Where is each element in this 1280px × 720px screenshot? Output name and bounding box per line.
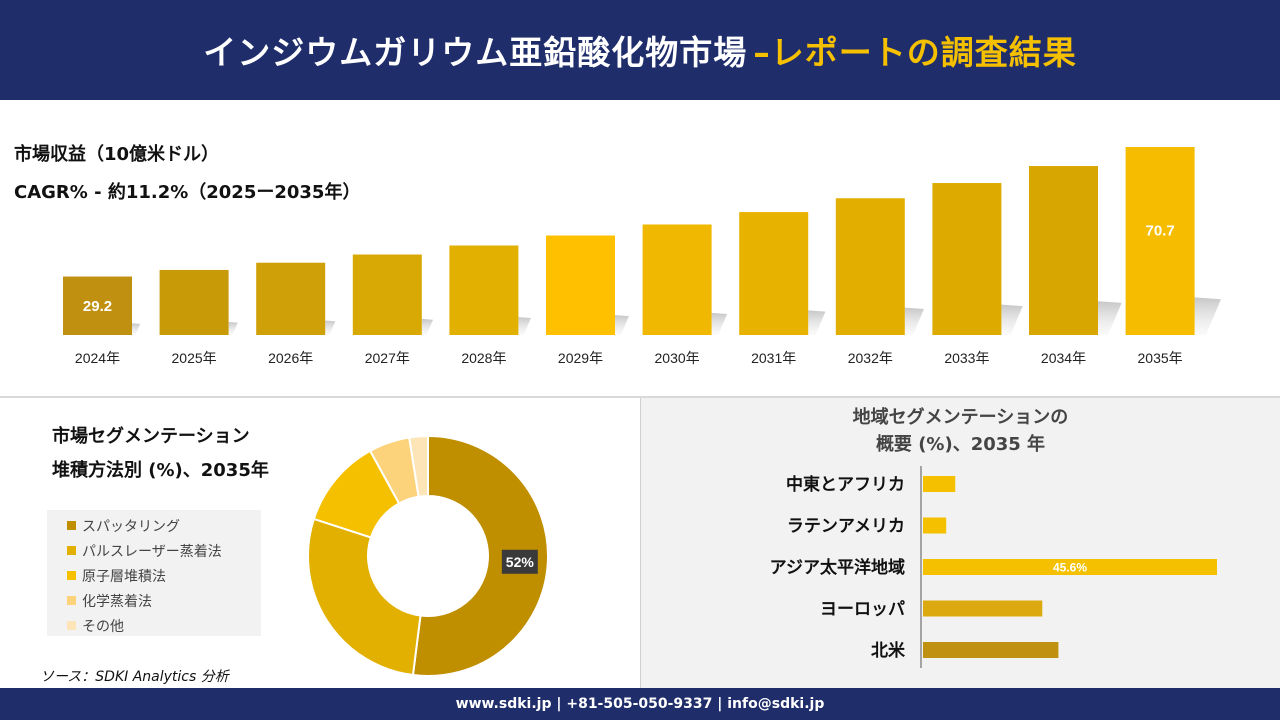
segment-panel: 市場セグメンテーション 堆積方法別 (%)、2035年 スパッタリングパルスレー… [0,398,640,688]
revenue-bar-chart: 2024年 29.2 2025年 2026年 2027年 2028年 2029年 2030年 2… [63,147,1221,366]
year-tick-label: 2032年 [848,350,893,366]
donut-slice [307,517,422,677]
bar-shadow [1001,304,1023,335]
region-label: ラテンアメリカ [787,517,905,537]
year-tick-label: 2028年 [461,350,506,366]
revenue-bar [352,254,422,335]
segment-title-line2: 堆積方法別 (%)、2035年 [52,460,269,481]
region-bar [923,600,1043,617]
bar-shadow [518,317,531,335]
legend-swatch [67,546,76,555]
year-tick-label: 2034年 [1041,350,1086,366]
bar-shadow [904,307,924,335]
revenue-bar [159,269,229,335]
revenue-bar [642,224,712,335]
year-tick-label: 2026年 [268,350,313,366]
revenue-bar [1029,166,1098,335]
segment-donut-chart: 52% [307,434,549,677]
legend-label: パルスレーザー蒸着法 [82,543,222,560]
region-title: 地域セグメンテーションの 概要 (%)、2035 年 [641,404,1280,458]
legend-swatch [67,571,76,580]
revenue-bar [739,212,809,335]
region-bar [923,476,956,492]
bar-shadow [228,321,238,335]
footer-contact: www.sdki.jp | +81-505-050-9337 | info@sd… [0,688,1280,720]
revenue-bar [546,235,615,335]
region-label: 北米 [871,640,906,661]
vertical-divider [640,398,641,688]
year-tick-label: 2024年 [75,350,120,366]
revenue-bar [63,276,132,335]
revenue-bar [835,198,905,335]
segment-legend: スパッタリングパルスレーザー蒸着法 原子層堆積法 化学蒸着法その他 [47,510,261,636]
region-bar [923,642,1059,658]
legend-item: パルスレーザー蒸着法 [67,538,261,563]
legend-label: 原子層堆積法 [82,568,166,585]
legend-label: その他 [82,618,124,635]
legend-swatch [67,596,76,605]
bar-shadow [808,310,826,335]
bar-shadow [1194,297,1221,335]
legend-item: スパッタリング [67,513,261,538]
region-label: 中東とアフリカ [786,474,905,495]
year-tick-label: 2025年 [172,350,217,366]
page-title-accent: –レポートの調査結果 [753,33,1077,72]
source-note: ソース：SDKI Analytics 分析 [40,669,229,685]
legend-label: 化学蒸着法 [82,593,152,610]
bar-shadow [711,312,728,335]
year-tick-label: 2031年 [751,350,796,366]
horizontal-divider [0,396,1280,398]
year-tick-label: 2035年 [1138,350,1183,366]
year-tick-label: 2033年 [944,350,989,366]
bar-shadow [421,318,434,335]
segment-title-line1: 市場セグメンテーション [52,426,250,447]
legend-swatch [67,521,76,530]
legend-item: 原子層堆積法 [67,563,261,588]
bar-data-label: 70.7 [1145,222,1174,239]
region-label: アジア太平洋地域 [770,557,905,578]
revenue-bar [449,245,519,335]
donut-slice [408,434,429,498]
revenue-bar [932,183,1002,335]
legend-swatch [67,621,76,630]
revenue-panel: 2024年 29.2 2025年 2026年 2027年 2028年 2029年 2030年 2… [0,100,1280,396]
bar-shadow [615,315,629,335]
year-tick-label: 2030年 [655,350,700,366]
region-title-line1: 地域セグメンテーションの [852,407,1069,428]
region-label: ヨーロッパ [820,600,905,620]
bar-data-label: 29.2 [83,298,112,315]
cagr-label: CAGR% - 約11.2%（2025ー2035年） [14,182,361,203]
page-title: インジウムガリウム亜鉛酸化物市場 [203,33,748,72]
revenue-title: 市場収益（10億米ドル） [14,144,220,165]
legend-item: 化学蒸着法 [67,588,261,613]
region-bar [923,517,947,534]
revenue-bar [256,262,326,335]
header-banner: インジウムガリウム亜鉛酸化物市場 –レポートの調査結果 [0,0,1280,100]
segment-title: 市場セグメンテーション 堆積方法別 (%)、2035年 [52,420,269,488]
donut-data-label: 52% [506,554,535,570]
revenue-bar [1125,147,1195,335]
donut-slice [411,434,549,677]
region-title-line2: 概要 (%)、2035 年 [875,434,1046,455]
bar-shadow [132,323,141,335]
year-tick-label: 2027年 [365,350,410,366]
bar-shadow [325,320,336,335]
year-tick-label: 2029年 [558,350,603,366]
bar-shadow [1098,301,1122,335]
region-panel: 地域セグメンテーションの 概要 (%)、2035 年 中東とアフリカ ラテンアメリ… [641,398,1280,688]
region-data-label: 45.6% [1053,561,1087,575]
region-bar [923,559,1217,575]
legend-label: スパッタリング [82,518,180,535]
donut-label-box [501,549,538,574]
legend-item: その他 [67,613,261,638]
